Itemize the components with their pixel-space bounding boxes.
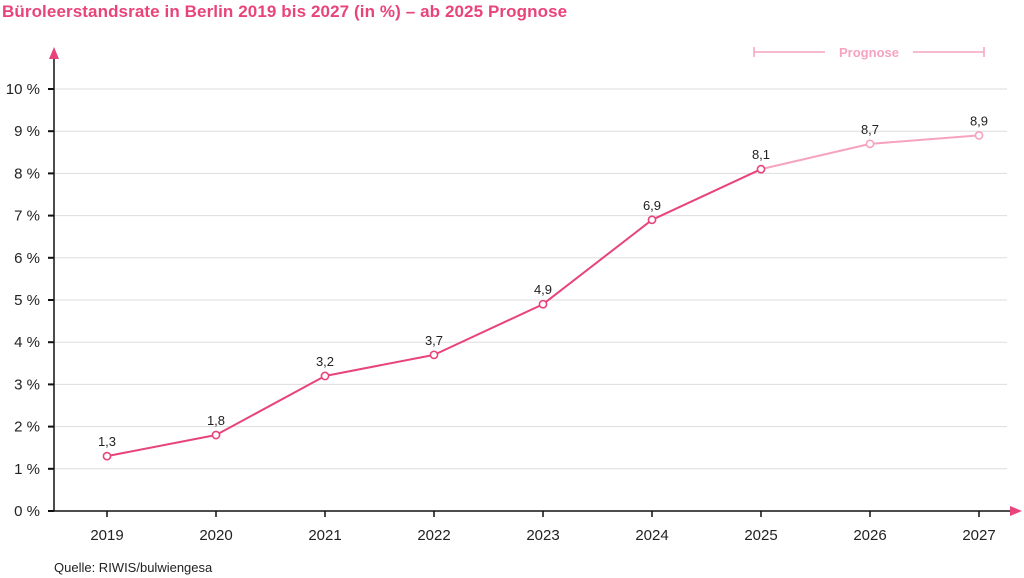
y-tick-label: 5 % [14,292,40,309]
y-tick-label: 3 % [14,376,40,393]
data-label: 3,7 [425,333,443,348]
data-point [102,451,112,461]
y-tick-label: 9 % [14,123,40,140]
actual-series-line [106,168,762,458]
x-tick-label: 2026 [853,527,886,544]
data-point [647,215,657,225]
data-point [974,131,984,140]
y-axis-arrow [49,47,59,59]
x-tick-label: 2020 [199,527,232,544]
y-tick-label: 10 % [6,81,40,98]
y-tick-label: 1 % [14,461,40,478]
data-point [538,299,548,309]
data-label: 8,7 [861,122,879,137]
y-tick-label: 6 % [14,250,40,267]
data-points [102,131,984,461]
x-tick-label: 2027 [962,527,995,544]
data-label: 6,9 [643,198,661,213]
source-note: Quelle: RIWIS/bulwiengesa [54,560,213,575]
data-label: 4,9 [534,282,552,297]
y-axis-ticks: 0 % 1 % 2 % 3 % 4 % 5 % 6 % 7 % 8 % 9 % 10 % [6,81,54,520]
x-tick-label: 2023 [526,527,559,544]
y-tick-label: 4 % [14,334,40,351]
x-tick-label: 2019 [90,527,123,544]
chart-title: Büroleerstandsrate in Berlin 2019 bis 20… [2,2,568,21]
forecast-label: Prognose [839,45,899,60]
axes [49,47,1022,516]
data-labels: 1,3 1,8 3,2 3,7 4,9 6,9 8,1 8,7 8,9 [98,113,988,449]
data-point [756,164,766,174]
y-tick-label: 8 % [14,165,40,182]
data-label: 8,1 [752,147,770,162]
x-tick-label: 2022 [417,527,450,544]
y-tick-label: 2 % [14,419,40,436]
x-tick-label: 2025 [744,527,777,544]
data-point [211,430,221,440]
data-label: 8,9 [970,113,988,128]
y-tick-label: 0 % [14,503,40,520]
forecast-bracket: Prognose [753,42,985,62]
x-tick-label: 2024 [635,527,668,544]
forecast-label-bg [825,42,913,62]
data-label: 1,3 [98,434,116,449]
data-point [429,350,439,360]
data-label: 3,2 [316,354,334,369]
data-point [865,139,875,149]
x-tick-label: 2021 [308,527,341,544]
x-axis-ticks: 2019 2020 2021 2022 2023 2024 2025 2026 2027 [90,511,996,544]
data-label: 1,8 [207,413,225,428]
data-point [320,371,330,381]
y-tick-label: 7 % [14,208,40,225]
x-axis-arrow [1010,506,1022,516]
grid-lines [55,88,1007,470]
